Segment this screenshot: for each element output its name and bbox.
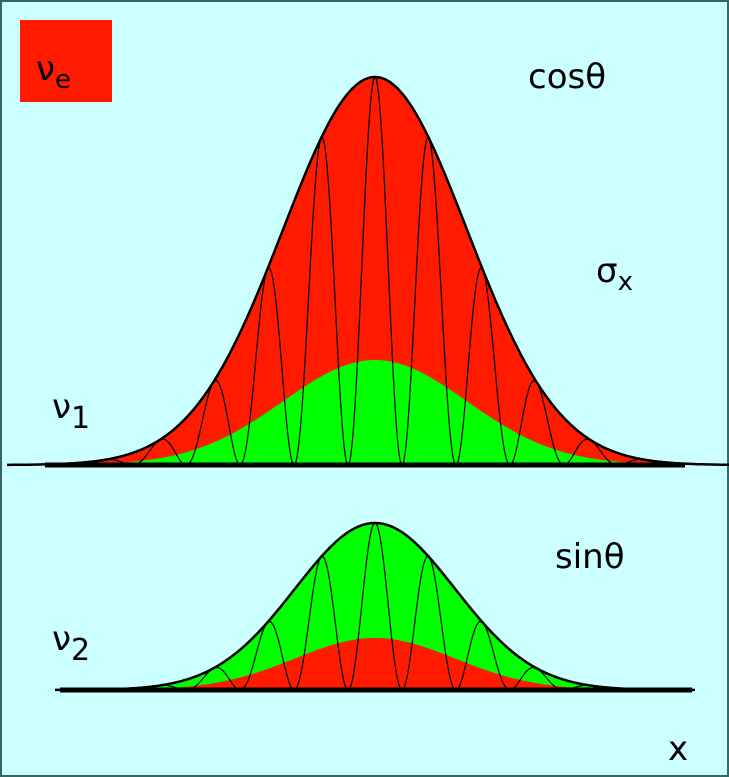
- envelope: [7, 75, 729, 467]
- subscript: 2: [71, 633, 90, 668]
- inner-envelope-fill: [7, 360, 729, 465]
- symbol: ν: [52, 387, 71, 427]
- nu-e-box: [20, 20, 112, 102]
- inner-envelope-fill: [55, 638, 695, 690]
- outer-envelope-fill: [7, 77, 729, 465]
- symbol: ν: [52, 619, 71, 659]
- nu-e-label: νe: [36, 49, 71, 95]
- sin-label: sinθ: [555, 537, 625, 577]
- wave-packets: [7, 75, 729, 693]
- x-axis-label: x: [668, 729, 688, 769]
- subscript: 1: [71, 401, 90, 436]
- outer-envelope-fill: [55, 523, 695, 690]
- symbol: σ: [596, 251, 618, 291]
- subscript: e: [55, 65, 71, 95]
- subscript: x: [618, 267, 633, 297]
- nu-1-label: ν1: [52, 387, 90, 436]
- nu-2-label: ν2: [52, 619, 90, 668]
- symbol: ν: [36, 49, 55, 89]
- cos-label: cosθ: [528, 57, 606, 97]
- sigma-label: σx: [596, 251, 633, 297]
- envelope: [55, 521, 695, 692]
